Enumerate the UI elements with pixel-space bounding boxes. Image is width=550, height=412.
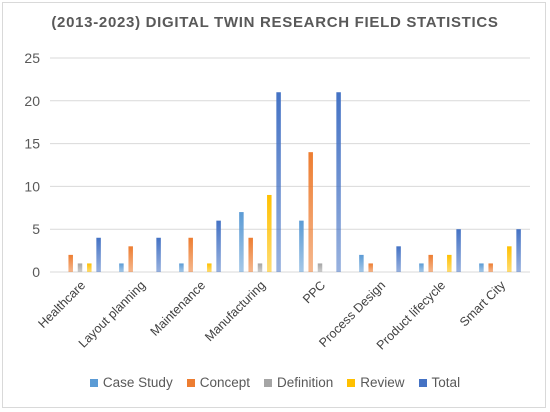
bar-total — [516, 229, 521, 272]
bar-total — [156, 237, 161, 272]
bar-review — [507, 246, 512, 272]
legend-item: Definition — [264, 375, 333, 390]
bar-definition — [77, 263, 83, 272]
legend-swatch — [347, 378, 356, 387]
x-category-label: PPC — [300, 278, 328, 306]
bar-review — [267, 194, 272, 272]
legend-label: Concept — [199, 375, 250, 390]
chart-legend: Case Study Concept Definition Review Total — [0, 375, 550, 390]
bar-case-study — [479, 263, 484, 272]
legend-item: Total — [418, 375, 461, 390]
bar-total — [396, 246, 401, 272]
bar-concept — [248, 237, 253, 272]
x-category-label: Healthcare — [35, 278, 88, 331]
bar-concept — [428, 254, 433, 272]
bar-case-study — [119, 263, 124, 272]
legend-swatch — [418, 378, 427, 387]
x-category-label: Smart City — [457, 278, 509, 330]
x-category-label: Manufacturing — [202, 278, 268, 344]
bar-case-study — [239, 212, 244, 272]
bar-case-study — [179, 263, 184, 272]
legend-item: Case Study — [89, 375, 173, 390]
bar-concept — [308, 152, 313, 272]
bar-total — [456, 229, 461, 272]
y-tick-label: 5 — [32, 221, 40, 237]
bar-review — [87, 263, 92, 272]
bar-concept — [128, 246, 133, 272]
legend-label: Case Study — [102, 375, 173, 390]
legend-item: Concept — [186, 375, 250, 390]
chart-frame — [2, 2, 546, 408]
legend-label: Review — [360, 375, 405, 390]
legend-item: Review — [347, 375, 405, 390]
bar-definition — [257, 263, 263, 272]
legend-swatch — [264, 378, 272, 387]
bar-case-study — [359, 254, 364, 272]
bar-concept — [188, 237, 193, 272]
chart-title: (2013-2023) DIGITAL TWIN RESEARCH FIELD … — [51, 14, 499, 31]
bar-concept — [488, 263, 493, 272]
y-tick-label: 25 — [24, 50, 40, 66]
bar-total — [216, 220, 221, 272]
bar-concept — [68, 254, 73, 272]
legend-label: Total — [431, 375, 461, 390]
y-tick-label: 15 — [24, 136, 40, 152]
bar-definition — [317, 263, 323, 272]
bar-concept — [368, 263, 373, 272]
y-tick-label: 0 — [32, 264, 40, 280]
bar-review — [207, 263, 212, 272]
legend-swatch — [186, 378, 195, 387]
y-tick-label: 20 — [24, 93, 40, 109]
bar-total — [96, 237, 101, 272]
bar-total — [336, 92, 341, 273]
bar-case-study — [419, 263, 424, 272]
y-tick-label: 10 — [24, 178, 40, 194]
bar-case-study — [299, 220, 304, 272]
bar-total — [276, 92, 281, 273]
legend-swatch — [89, 378, 98, 387]
x-category-label: Maintenance — [148, 278, 209, 339]
bar-review — [447, 254, 452, 272]
legend-label: Definition — [277, 375, 334, 390]
